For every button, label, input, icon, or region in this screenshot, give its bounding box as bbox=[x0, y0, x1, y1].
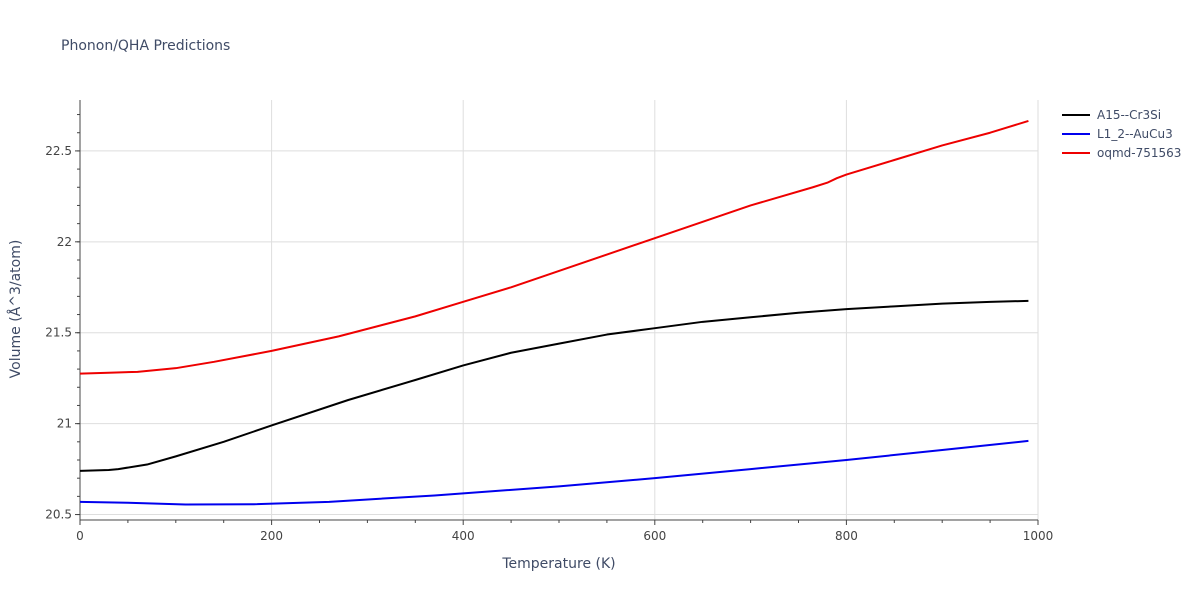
legend-item[interactable]: oqmd-751563 bbox=[1062, 146, 1181, 160]
legend-item[interactable]: A15--Cr3Si bbox=[1062, 108, 1161, 122]
y-tick-label: 21.5 bbox=[45, 326, 72, 340]
legend-item[interactable]: L1_2--AuCu3 bbox=[1062, 127, 1173, 141]
y-tick-label: 22 bbox=[57, 235, 72, 249]
legend-label: oqmd-751563 bbox=[1097, 146, 1181, 160]
legend-label: L1_2--AuCu3 bbox=[1097, 127, 1173, 141]
x-tick-label: 600 bbox=[643, 529, 666, 543]
x-tick-label: 0 bbox=[76, 529, 84, 543]
series-line-oqmd-751563 bbox=[79, 119, 1029, 375]
x-tick-label: 1000 bbox=[1023, 529, 1054, 543]
grid bbox=[80, 100, 1039, 520]
y-tick-label: 22.5 bbox=[45, 144, 72, 158]
x-tick-label: 400 bbox=[452, 529, 475, 543]
y-axis-label: Volume (Å^3/atom) bbox=[7, 240, 24, 379]
y-tick-label: 20.5 bbox=[45, 508, 72, 522]
plot-area bbox=[79, 119, 1029, 506]
series-line-A15--Cr3Si bbox=[79, 299, 1029, 472]
axes: 0 200 400 600 800 1000 20.5 21 21.5 22 22.5 bbox=[45, 100, 1053, 543]
x-axis-label: Temperature (K) bbox=[501, 556, 615, 572]
chart-title: Phonon/QHA Predictions bbox=[61, 38, 230, 54]
series-line-L1_2--AuCu3 bbox=[79, 439, 1029, 506]
legend-label: A15--Cr3Si bbox=[1097, 108, 1161, 122]
x-tick-label: 800 bbox=[835, 529, 858, 543]
x-tick-label: 200 bbox=[260, 529, 283, 543]
y-tick-label: 21 bbox=[57, 417, 72, 431]
legend[interactable]: A15--Cr3Si L1_2--AuCu3 oqmd-751563 bbox=[1062, 108, 1181, 160]
